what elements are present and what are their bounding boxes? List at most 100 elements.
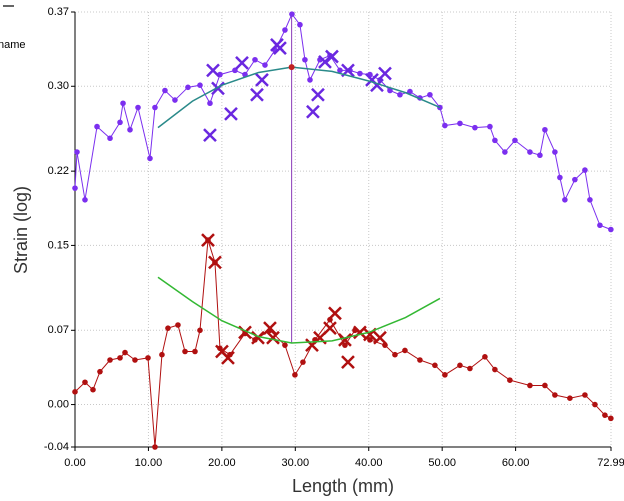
cross-marker bbox=[221, 350, 235, 365]
data-point bbox=[185, 84, 191, 91]
cross-marker bbox=[211, 81, 225, 96]
data-point bbox=[145, 355, 151, 361]
data-point bbox=[492, 366, 498, 373]
data-point bbox=[292, 372, 298, 378]
data-point bbox=[300, 359, 306, 365]
data-point bbox=[107, 135, 113, 142]
cross-marker bbox=[206, 63, 220, 78]
cross-marker bbox=[201, 233, 215, 247]
data-point bbox=[562, 196, 568, 203]
data-point bbox=[572, 176, 578, 183]
data-point bbox=[252, 56, 258, 63]
data-point bbox=[82, 379, 88, 386]
cross-marker bbox=[373, 330, 387, 345]
data-point bbox=[72, 389, 78, 395]
data-point bbox=[172, 97, 178, 103]
data-point bbox=[502, 149, 508, 155]
cross-marker bbox=[235, 56, 249, 70]
data-point bbox=[117, 355, 123, 361]
series-line bbox=[74, 239, 612, 448]
data-point bbox=[507, 377, 513, 383]
data-point bbox=[94, 123, 100, 130]
data-point bbox=[182, 348, 188, 355]
data-point bbox=[82, 196, 88, 203]
cross-marker bbox=[250, 87, 264, 102]
data-point bbox=[492, 137, 498, 144]
data-point bbox=[557, 174, 563, 181]
y-tick-label: -0.04 bbox=[44, 441, 69, 453]
data-point bbox=[152, 444, 158, 450]
data-point bbox=[582, 167, 588, 173]
data-point bbox=[132, 357, 138, 363]
data-point bbox=[357, 70, 363, 77]
data-point bbox=[602, 412, 608, 418]
x-tick-label: 72.99 bbox=[597, 457, 624, 469]
fit-line bbox=[157, 66, 441, 129]
fit-line bbox=[157, 276, 441, 344]
data-point bbox=[197, 82, 203, 89]
cross-marker bbox=[203, 128, 217, 142]
cross-marker bbox=[266, 330, 280, 345]
cross-marker bbox=[208, 255, 222, 270]
legend-label: name bbox=[0, 39, 26, 51]
data-point bbox=[97, 368, 103, 375]
data-point bbox=[122, 349, 128, 356]
x-tick-label: 60.00 bbox=[502, 457, 530, 469]
cross-marker bbox=[263, 321, 277, 336]
data-point bbox=[387, 87, 393, 94]
cross-marker bbox=[338, 332, 352, 347]
data-point bbox=[442, 372, 448, 378]
data-point bbox=[552, 149, 558, 155]
data-point bbox=[282, 27, 288, 33]
data-point bbox=[289, 11, 295, 17]
data-point bbox=[197, 327, 203, 334]
x-tick-label: 10.00 bbox=[135, 457, 163, 469]
data-point bbox=[457, 120, 463, 127]
data-point bbox=[407, 88, 413, 95]
data-point bbox=[159, 351, 165, 358]
data-point bbox=[552, 392, 558, 398]
data-point bbox=[192, 348, 198, 355]
data-point bbox=[135, 104, 141, 111]
data-point bbox=[147, 155, 153, 162]
data-point bbox=[537, 152, 543, 159]
data-point bbox=[307, 77, 313, 83]
data-point bbox=[342, 342, 348, 348]
data-point bbox=[592, 401, 598, 408]
data-point bbox=[152, 104, 158, 111]
cross-marker bbox=[311, 87, 325, 102]
data-point bbox=[392, 351, 398, 358]
cross-marker bbox=[255, 73, 269, 87]
data-point bbox=[90, 386, 96, 393]
y-tick-label: 0.22 bbox=[48, 165, 69, 177]
cross-marker bbox=[251, 330, 265, 345]
data-point bbox=[608, 226, 614, 233]
data-point bbox=[107, 357, 113, 363]
data-point bbox=[467, 365, 473, 372]
data-point bbox=[487, 123, 493, 130]
cross-marker bbox=[328, 306, 342, 321]
cross-marker bbox=[224, 106, 238, 121]
y-tick-label: 0.30 bbox=[48, 80, 69, 92]
x-tick-label: 20.00 bbox=[208, 457, 236, 469]
cross-marker bbox=[325, 49, 339, 64]
cross-marker bbox=[378, 66, 392, 81]
y-tick-label: 0.07 bbox=[48, 324, 69, 336]
y-axis-title: Strain (log) bbox=[11, 186, 31, 274]
cross-marker bbox=[370, 78, 384, 93]
data-point bbox=[608, 415, 614, 422]
cross-marker bbox=[273, 41, 287, 55]
data-point bbox=[432, 362, 438, 369]
peak-point bbox=[288, 64, 295, 71]
data-point bbox=[367, 337, 373, 343]
data-point bbox=[165, 325, 171, 331]
data-point bbox=[282, 342, 288, 348]
data-point bbox=[442, 122, 448, 129]
data-point bbox=[262, 62, 268, 68]
data-point bbox=[587, 196, 593, 203]
y-tick-label: 0.37 bbox=[48, 6, 69, 18]
x-tick-label: 50.00 bbox=[428, 457, 456, 469]
series-line bbox=[74, 13, 612, 230]
data-point bbox=[527, 382, 533, 389]
